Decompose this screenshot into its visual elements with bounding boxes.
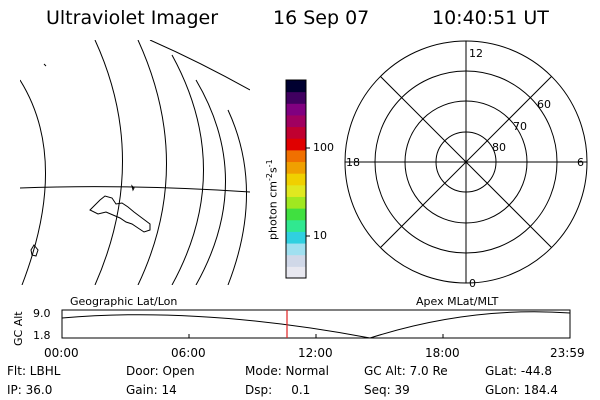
info-gc-alt: GC Alt: 7.0 Re bbox=[364, 364, 448, 378]
altitude-plot bbox=[61, 309, 571, 339]
altitude-xtick-2359: 23:59 bbox=[550, 346, 585, 360]
land-outline bbox=[131, 184, 135, 192]
polar-panel-label: Apex MLat/MLT bbox=[416, 295, 499, 308]
mlt-label-0: 0 bbox=[469, 277, 476, 290]
colorbar-swatch bbox=[286, 173, 306, 186]
header-date: 16 Sep 07 bbox=[273, 7, 370, 29]
longitude-arc bbox=[20, 79, 46, 285]
colorbar-swatch bbox=[286, 103, 306, 116]
info-seq: Seq: 39 bbox=[364, 383, 410, 397]
colorbar-swatch bbox=[286, 114, 306, 128]
info-door: Door: Open bbox=[126, 364, 195, 378]
altitude-xtick-0600: 06:00 bbox=[171, 346, 206, 360]
geographic-panel-label: Geographic Lat/Lon bbox=[70, 295, 178, 308]
colorbar-swatch bbox=[286, 184, 306, 197]
altitude-xtick-1200: 12:00 bbox=[298, 346, 333, 360]
colorbar-swatch bbox=[286, 91, 306, 104]
longitude-arc bbox=[137, 40, 167, 285]
land-outline bbox=[89, 195, 151, 233]
colorbar-swatch bbox=[286, 219, 306, 232]
colorbar-swatch bbox=[286, 138, 306, 151]
colorbar-swatch bbox=[286, 149, 306, 163]
colorbar-swatch bbox=[286, 196, 306, 209]
colorbar-unit-label: photon cm-2s-1 bbox=[265, 159, 280, 240]
mlt-label-12: 12 bbox=[469, 47, 483, 60]
info-mode: Mode: Normal bbox=[245, 364, 329, 378]
mlat-label-60: 60 bbox=[537, 98, 551, 111]
colorbar-swatch bbox=[286, 266, 306, 279]
colorbar-frame bbox=[285, 79, 307, 279]
info-glon: GLon: 184.4 bbox=[485, 383, 558, 397]
colorbar-tick-10: 10 bbox=[313, 229, 327, 242]
mlt-label-18: 18 bbox=[346, 156, 360, 169]
info-glat: GLat: -44.8 bbox=[485, 364, 552, 378]
longitude-arc bbox=[227, 109, 247, 285]
polar-plot bbox=[344, 40, 588, 284]
info-gain: Gain: 14 bbox=[126, 383, 177, 397]
mlt-diag bbox=[380, 76, 552, 248]
longitude-arc bbox=[195, 79, 226, 285]
mlat-label-70: 70 bbox=[513, 120, 527, 133]
mlat-label-80: 80 bbox=[492, 141, 506, 154]
colorbar-swatch bbox=[286, 80, 306, 93]
header-time: 10:40:51 UT bbox=[432, 7, 549, 29]
colorbar-swatch bbox=[286, 231, 306, 244]
altitude-xtick-1800: 18:00 bbox=[425, 346, 460, 360]
geographic-map bbox=[20, 40, 250, 285]
info-filter: Flt: LBHL bbox=[7, 364, 61, 378]
longitude-arc bbox=[94, 40, 123, 285]
altitude-x-ticks bbox=[188, 334, 444, 338]
mlt-label-6: 6 bbox=[577, 156, 584, 169]
longitude-arc bbox=[171, 54, 204, 285]
colorbar bbox=[285, 79, 310, 279]
altitude-ytick-1.8: 1.8 bbox=[33, 329, 51, 342]
altitude-ytick-9: 9.0 bbox=[33, 307, 51, 320]
altitude-xtick-0000: 00:00 bbox=[44, 346, 79, 360]
info-ip: IP: 36.0 bbox=[7, 383, 53, 397]
instrument-title: Ultraviolet Imager bbox=[46, 7, 219, 29]
land-outline bbox=[30, 244, 39, 257]
colorbar-swatch bbox=[286, 208, 306, 221]
latitude-arc bbox=[20, 186, 250, 193]
colorbar-swatch bbox=[286, 161, 306, 174]
altitude-curve bbox=[61, 311, 571, 339]
land-outline bbox=[43, 63, 47, 67]
colorbar-swatch bbox=[286, 254, 306, 267]
altitude-ylabel: GC Alt bbox=[12, 311, 25, 346]
colorbar-tick-100: 100 bbox=[313, 141, 334, 154]
altitude-plot-frame bbox=[61, 309, 571, 339]
latitude-arc bbox=[149, 40, 250, 91]
info-dsp: Dsp: 0.1 bbox=[245, 383, 311, 397]
colorbar-swatch bbox=[286, 126, 306, 139]
colorbar-swatch bbox=[286, 243, 306, 256]
